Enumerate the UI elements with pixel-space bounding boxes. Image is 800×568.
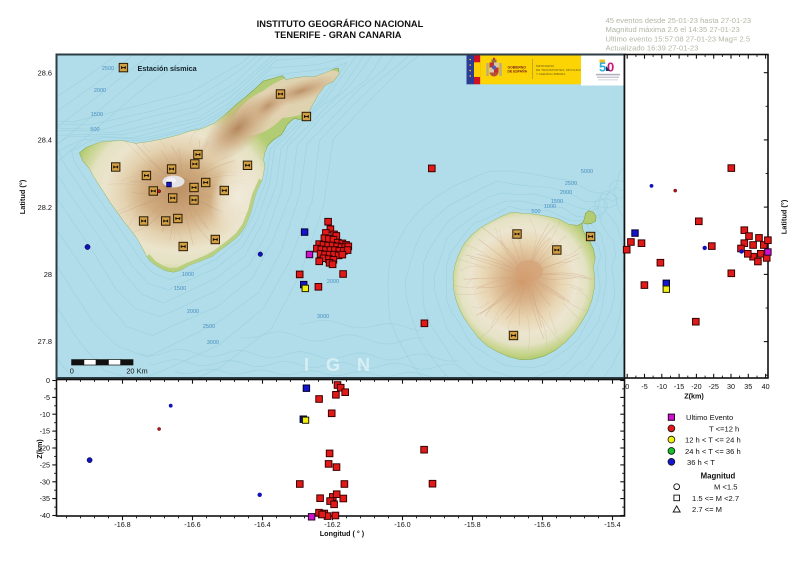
svg-text:0: 0 — [607, 60, 614, 75]
svg-text:DE TRANSPORTES, MOVILIDAD: DE TRANSPORTES, MOVILIDAD — [536, 68, 584, 72]
svg-text:Magnitud máxima 2.6 el 14:35 2: Magnitud máxima 2.6 el 14:35 27-01-23 — [606, 25, 740, 34]
svg-text:1500: 1500 — [91, 112, 103, 118]
svg-text:35: 35 — [744, 382, 752, 391]
svg-text:Z(km): Z(km) — [35, 439, 44, 459]
svg-text:I G N: I G N — [304, 355, 376, 375]
svg-text:28.6: 28.6 — [38, 68, 52, 77]
svg-text:0: 0 — [625, 382, 629, 391]
svg-text:5000: 5000 — [581, 169, 593, 175]
svg-text:GOBIERNO: GOBIERNO — [508, 66, 527, 70]
svg-text:Y AGENDA URBANA: Y AGENDA URBANA — [536, 72, 566, 76]
svg-text:Longitud ( ° ): Longitud ( ° ) — [320, 529, 365, 538]
svg-text:-25: -25 — [40, 461, 50, 470]
svg-text:-16.0: -16.0 — [394, 520, 410, 529]
svg-text:-15.8: -15.8 — [464, 520, 480, 529]
svg-text:36 h < T: 36 h < T — [687, 458, 715, 467]
svg-text:Magnitud: Magnitud — [701, 472, 736, 481]
svg-text:-16.2: -16.2 — [324, 520, 340, 529]
svg-text:45 eventos desde 25-01-23 hast: 45 eventos desde 25-01-23 hasta 27-01-23 — [606, 16, 752, 25]
svg-text:24 h < T <= 36 h: 24 h < T <= 36 h — [685, 447, 741, 456]
svg-text:1500: 1500 — [174, 286, 186, 292]
svg-text:30: 30 — [727, 382, 735, 391]
svg-text:40: 40 — [762, 382, 770, 391]
svg-text:500: 500 — [531, 209, 540, 215]
svg-text:27.8: 27.8 — [38, 337, 52, 346]
svg-text:1000: 1000 — [544, 204, 556, 210]
svg-text:-15.4: -15.4 — [604, 520, 620, 529]
svg-text:28: 28 — [44, 270, 52, 279]
svg-text:-16.4: -16.4 — [254, 520, 270, 529]
svg-text:-15.6: -15.6 — [534, 520, 550, 529]
svg-text:2000: 2000 — [327, 279, 339, 285]
svg-text:2000: 2000 — [560, 190, 572, 196]
svg-text:5: 5 — [599, 60, 606, 75]
svg-text:0: 0 — [46, 376, 50, 385]
svg-text:MINISTERIO: MINISTERIO — [536, 64, 555, 68]
svg-text:DE ESPAÑA: DE ESPAÑA — [508, 69, 528, 74]
svg-text:Ultimo Evento: Ultimo Evento — [686, 413, 733, 422]
svg-text:TENERIFE - GRAN CANARIA: TENERIFE - GRAN CANARIA — [274, 30, 401, 40]
svg-text:-30: -30 — [40, 477, 50, 486]
svg-text:INSTITUTO GEOGRÁFICO NACIONAL: INSTITUTO GEOGRÁFICO NACIONAL — [257, 19, 424, 29]
svg-text:1500: 1500 — [551, 199, 563, 205]
svg-text:2000: 2000 — [187, 309, 199, 315]
svg-text:Latitud (°): Latitud (°) — [780, 199, 789, 234]
svg-text:3000: 3000 — [207, 340, 219, 346]
svg-text:-5: -5 — [641, 382, 647, 391]
svg-text:Latitud (°): Latitud (°) — [18, 179, 27, 214]
svg-text:-15: -15 — [674, 382, 684, 391]
svg-text:M <1.5: M <1.5 — [714, 483, 737, 492]
svg-text:-15: -15 — [40, 427, 50, 436]
svg-text:Z(km): Z(km) — [684, 392, 704, 401]
svg-text:-20: -20 — [40, 444, 50, 453]
svg-text:-40: -40 — [40, 511, 50, 520]
svg-text:-25: -25 — [709, 382, 719, 391]
svg-text:2500: 2500 — [203, 324, 215, 330]
svg-text:-20: -20 — [691, 382, 701, 391]
svg-text:3000: 3000 — [317, 314, 329, 320]
svg-text:2500: 2500 — [102, 66, 114, 72]
svg-text:2.7 <= M: 2.7 <= M — [692, 505, 722, 514]
svg-text:0: 0 — [70, 367, 74, 376]
svg-text:Ultimo evento 15:57:08 27-01: Ultimo evento 15:57:08 27-01-23 Mag= 2.5 — [606, 34, 751, 43]
svg-text:2500: 2500 — [565, 181, 577, 187]
svg-text:-35: -35 — [40, 494, 50, 503]
svg-text:28.4: 28.4 — [38, 136, 52, 145]
svg-text:-10: -10 — [657, 382, 667, 391]
svg-text:28.2: 28.2 — [38, 203, 52, 212]
svg-text:1.5 <= M <2.7: 1.5 <= M <2.7 — [692, 494, 739, 503]
svg-text:Actualizado 16:39 27-01-23: Actualizado 16:39 27-01-23 — [606, 44, 699, 53]
svg-text:1000: 1000 — [182, 272, 194, 278]
svg-text:-16.6: -16.6 — [184, 520, 200, 529]
svg-text:20 Km: 20 Km — [126, 367, 147, 376]
svg-text:2000: 2000 — [94, 88, 106, 94]
svg-text:Estación sísmica: Estación sísmica — [138, 64, 198, 73]
svg-text:-10: -10 — [40, 410, 50, 419]
svg-text:T <=12 h: T <=12 h — [709, 424, 739, 433]
svg-text:-5: -5 — [44, 393, 50, 402]
svg-text:12 h < T <= 24 h: 12 h < T <= 24 h — [685, 436, 741, 445]
svg-text:500: 500 — [90, 127, 99, 133]
svg-text:-16.8: -16.8 — [114, 520, 130, 529]
